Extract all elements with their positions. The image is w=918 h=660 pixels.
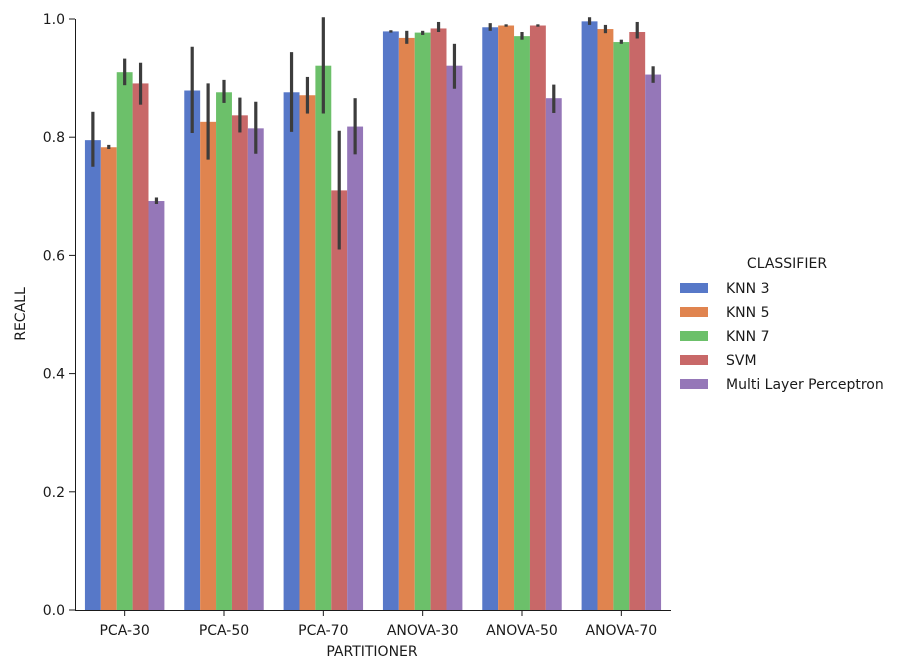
bar-anova-70-svm: [629, 32, 646, 610]
legend-swatch: [680, 307, 708, 317]
bar-pca-30-svm: [132, 83, 149, 611]
error-bars-layer: [91, 17, 655, 250]
bar-pca-30-knn-3: [84, 140, 101, 610]
bar-anova-70-multi-layer-perceptron: [645, 74, 662, 611]
bar-anova-30-svm: [430, 28, 447, 610]
y-tick-label: 0.6: [43, 248, 65, 264]
legend-label: SVM: [726, 353, 757, 369]
y-tick-label: 0.4: [43, 367, 65, 383]
bar-anova-30-knn-3: [382, 31, 399, 611]
x-ticks: PCA-30 PCA-50 PCA-70 ANOVA-30 ANOVA-50 ANOVA-…: [99, 610, 657, 639]
bar-pca-30-knn-5: [100, 147, 117, 610]
bar-pca-50-knn-3: [184, 90, 201, 610]
bar-pca-50-knn-5: [200, 121, 217, 610]
bar-pca-50-knn-7: [216, 92, 232, 610]
bar-anova-50-knn-7: [514, 36, 530, 610]
x-tick-label: PCA-30: [99, 623, 149, 639]
bar-pca-70-knn-5: [299, 95, 316, 611]
x-tick-label: ANOVA-70: [586, 623, 658, 639]
axes-layer: [75, 19, 671, 611]
bars-layer: [84, 21, 662, 611]
bar-pca-30-multi-layer-perceptron: [148, 201, 165, 610]
bar-pca-70-multi-layer-perceptron: [347, 126, 364, 610]
bar-anova-70-knn-3: [581, 21, 598, 611]
bar-pca-70-knn-7: [315, 65, 332, 610]
y-tick-label: 1.0: [43, 12, 65, 28]
bar-anova-70-knn-5: [597, 29, 614, 611]
x-tick-label: ANOVA-50: [486, 623, 558, 639]
y-axis-title: RECALL: [13, 287, 29, 341]
bar-pca-30-knn-7: [116, 72, 133, 610]
bar-anova-50-knn-5: [498, 25, 515, 610]
x-tick-label: PCA-70: [298, 623, 348, 639]
bar-pca-70-knn-3: [283, 92, 300, 610]
bar-anova-30-multi-layer-perceptron: [446, 65, 463, 610]
legend-label: KNN 3: [726, 281, 769, 297]
x-tick-label: ANOVA-30: [387, 623, 459, 639]
bar-pca-50-multi-layer-perceptron: [247, 128, 264, 610]
y-tick-label: 0.8: [43, 130, 65, 146]
legend-label: KNN 7: [726, 329, 769, 345]
y-tick-label: 0.0: [43, 603, 65, 619]
bar-anova-70-knn-7: [613, 42, 630, 611]
legend-swatch: [680, 355, 708, 365]
legend-swatch: [680, 283, 708, 293]
y-ticks: 0.0 0.2 0.4 0.6 0.8 1.0: [43, 12, 75, 619]
bar-pca-50-svm: [231, 115, 248, 610]
bar-anova-50-knn-3: [482, 27, 499, 610]
legend-label: Multi Layer Perceptron: [726, 377, 884, 393]
x-axis-title: PARTITIONER: [326, 644, 418, 660]
bar-anova-50-multi-layer-perceptron: [545, 98, 562, 610]
bar-anova-30-knn-7: [414, 32, 431, 610]
legend-label: KNN 5: [726, 305, 769, 321]
bar-anova-30-knn-5: [398, 37, 415, 611]
legend-title: CLASSIFIER: [747, 256, 827, 272]
x-tick-label: PCA-50: [199, 623, 249, 639]
y-tick-label: 0.2: [43, 485, 65, 501]
legend: CLASSIFIER KNN 3 KNN 5 KNN 7 SVM Multi Layer…: [680, 256, 884, 393]
bar-anova-50-svm: [529, 25, 546, 610]
legend-swatch: [680, 379, 708, 389]
legend-swatch: [680, 331, 708, 341]
bar-pca-70-svm: [331, 190, 348, 610]
